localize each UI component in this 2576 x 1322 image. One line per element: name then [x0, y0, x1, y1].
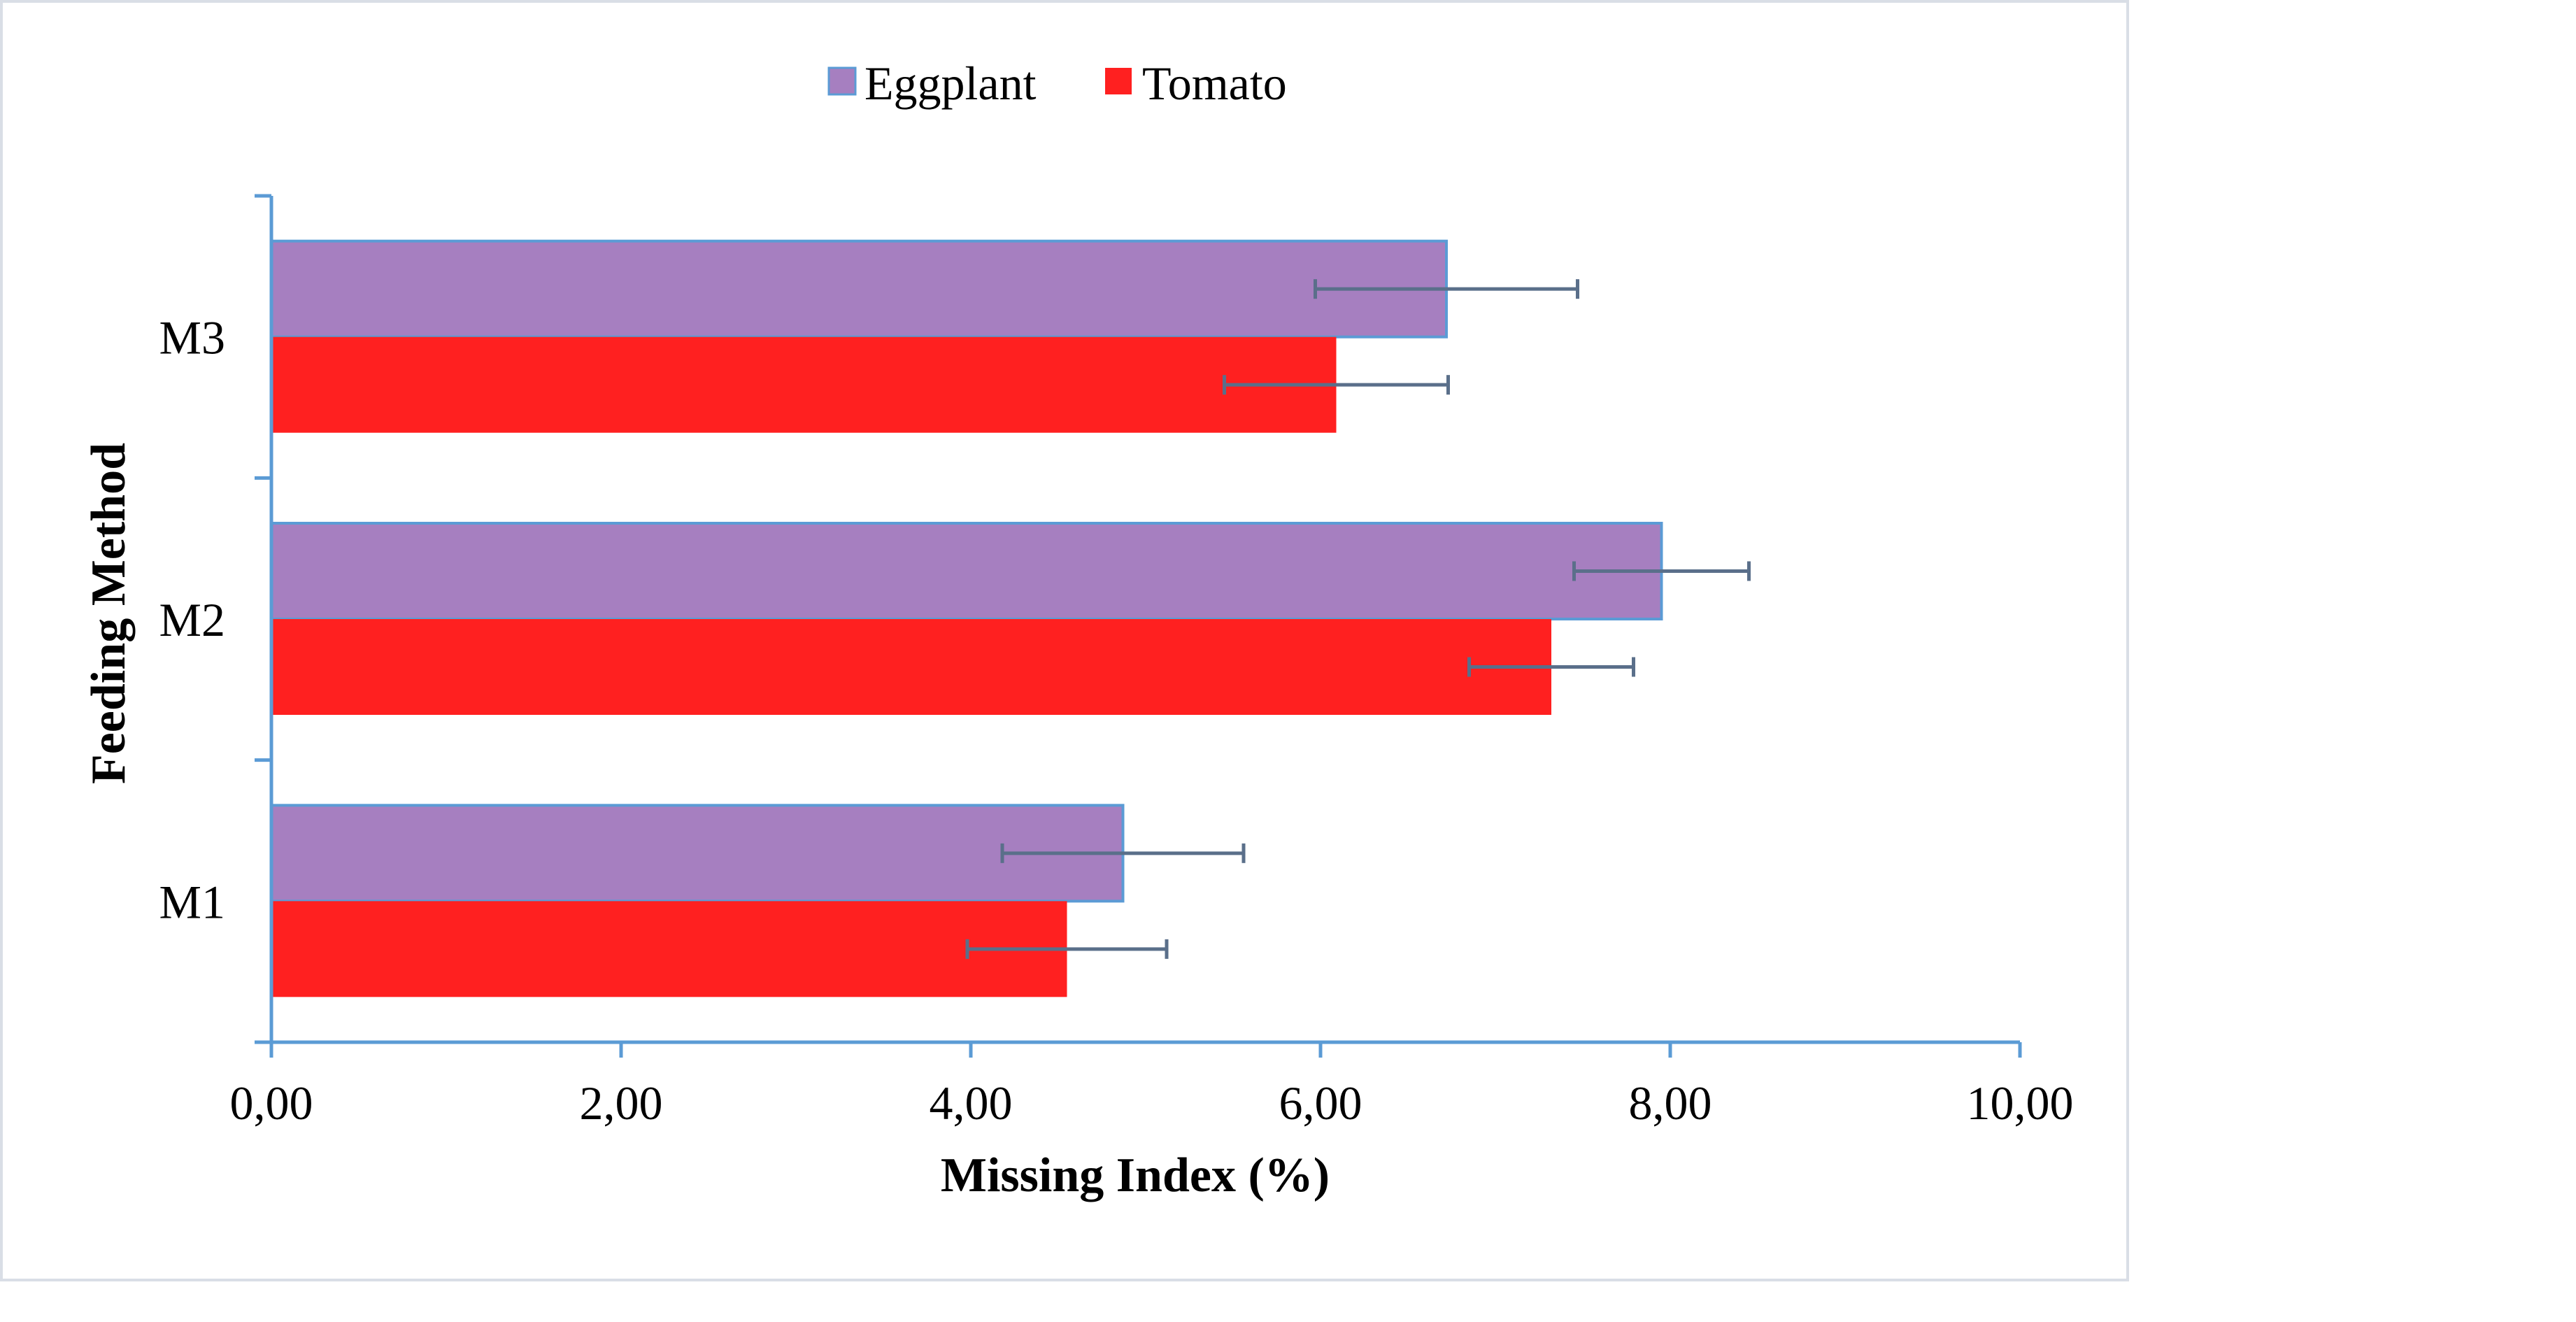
x-tick-label: 2,00	[580, 1076, 663, 1130]
legend-label-eggplant: Eggplant	[864, 57, 1037, 110]
x-tick-label: 8,00	[1629, 1076, 1712, 1130]
legend-swatch-tomato	[1105, 68, 1132, 94]
legend: Eggplant Tomato	[827, 57, 1287, 110]
error-bar-tomato-m3	[1223, 375, 1450, 395]
bar-eggplant-m1	[270, 804, 1125, 903]
bars	[270, 239, 1663, 997]
bar-eggplant-m2	[270, 522, 1663, 620]
legend-swatch-eggplant	[827, 66, 857, 96]
x-tick-labels: 0,00 2,00 4,00 6,00 8,00 10,00	[230, 1076, 2074, 1130]
legend-item-eggplant: Eggplant	[827, 57, 1037, 110]
error-bars	[965, 279, 1751, 959]
bar-eggplant-m3	[270, 239, 1448, 339]
legend-label-tomato: Tomato	[1142, 57, 1287, 110]
y-axis-title: Feeding Method	[82, 443, 136, 784]
bar-tomato-m3	[271, 336, 1337, 433]
x-tick-label: 4,00	[930, 1076, 1013, 1130]
bar-tomato-m1	[271, 901, 1067, 997]
error-bar-tomato-m1	[965, 939, 1169, 959]
x-axis-title: Missing Index (%)	[941, 1149, 1330, 1202]
error-bar-eggplant-m3	[1314, 279, 1579, 299]
x-tick-label: 10,00	[1967, 1076, 2074, 1130]
category-labels: M1 M2 M3	[159, 311, 225, 929]
x-tick-label: 0,00	[230, 1076, 313, 1130]
error-bar-tomato-m2	[1467, 657, 1635, 677]
error-bar-eggplant-m2	[1572, 561, 1751, 581]
category-label-m3: M3	[159, 311, 225, 364]
legend-item-tomato: Tomato	[1105, 57, 1287, 110]
x-tick-label: 6,00	[1279, 1076, 1362, 1130]
error-bar-eggplant-m1	[1000, 843, 1246, 863]
category-label-m2: M2	[159, 593, 225, 646]
axes	[255, 194, 2022, 1058]
category-label-m1: M1	[159, 875, 225, 928]
bar-tomato-m2	[271, 619, 1551, 715]
